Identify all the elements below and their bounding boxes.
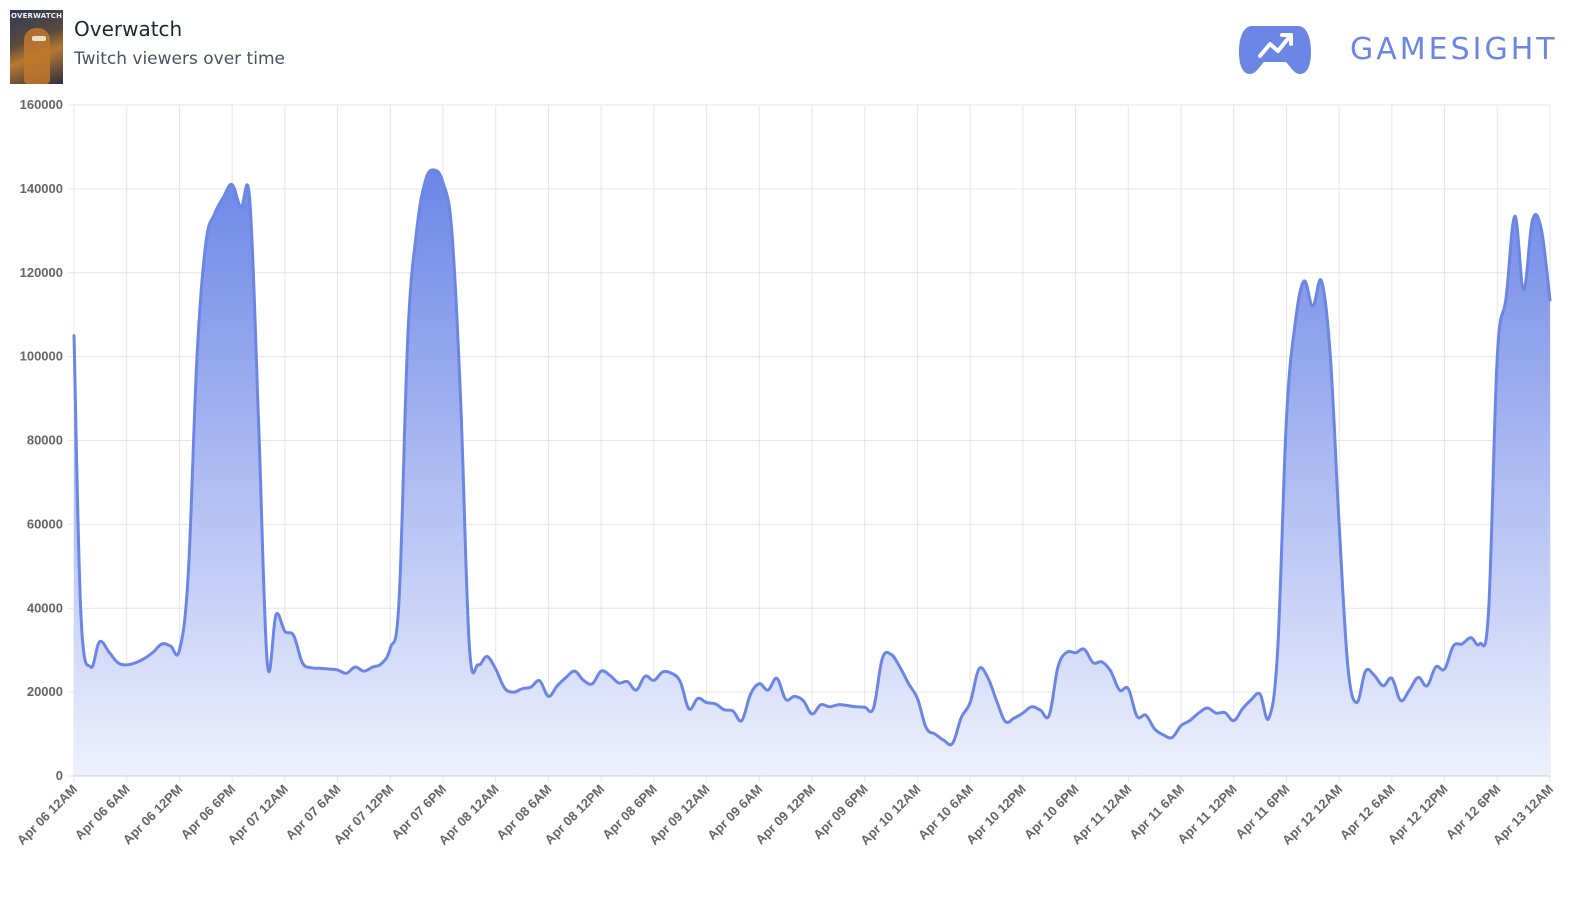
y-tick-label: 160000 — [20, 97, 63, 112]
brand-name: GAMESIGHT — [1350, 32, 1558, 67]
y-tick-label: 0 — [56, 768, 63, 783]
chart-header: OVERWATCH Overwatch Twitch viewers over … — [0, 0, 1587, 100]
y-tick-label: 40000 — [27, 600, 63, 615]
y-axis-ticks: 0 20000 40000 60000 80000 100000 120000 140000 1… — [20, 97, 63, 783]
y-tick-label: 140000 — [20, 181, 63, 196]
y-tick-label: 120000 — [20, 265, 63, 280]
character-visor — [32, 36, 46, 41]
page-subtitle: Twitch viewers over time — [74, 49, 285, 69]
x-tick-label: Apr 06 12AM — [14, 782, 80, 848]
page-title: Overwatch — [74, 17, 183, 41]
viewers-line — [72, 168, 1552, 747]
gamepad-trend-icon — [1239, 26, 1311, 74]
y-tick-label: 100000 — [20, 349, 63, 364]
y-tick-label: 80000 — [27, 433, 63, 448]
viewers-area — [74, 169, 1550, 777]
game-thumbnail: OVERWATCH — [10, 10, 63, 84]
y-tick-label: 60000 — [27, 516, 63, 531]
thumbnail-label: OVERWATCH — [11, 12, 63, 20]
y-tick-label: 20000 — [27, 684, 63, 699]
